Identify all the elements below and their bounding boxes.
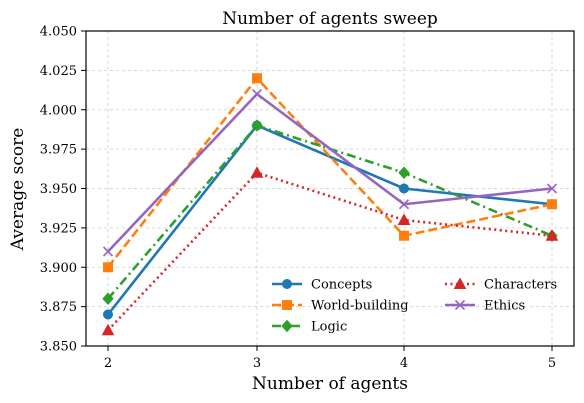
data-point-concepts — [103, 309, 113, 320]
legend-item-world-building: World-building — [272, 299, 409, 314]
legend-marker — [453, 277, 467, 289]
y-axis-label: Average score — [8, 128, 28, 252]
legend-label: Concepts — [311, 278, 372, 293]
legend-item-logic: Logic — [272, 320, 347, 335]
y-tick-label: 4.050 — [40, 25, 77, 40]
x-axis: 2 3 4 5 — [104, 346, 556, 371]
legend-label: Characters — [484, 278, 557, 293]
data-point-characters — [545, 229, 559, 241]
y-tick-label: 4.025 — [40, 64, 77, 79]
x-tick-label: 5 — [548, 356, 556, 371]
y-tick-label: 3.850 — [40, 340, 77, 355]
data-point-characters — [101, 323, 115, 336]
legend-item-concepts: Concepts — [272, 278, 372, 293]
data-point-logic — [102, 292, 114, 305]
x-tick-label: 4 — [400, 356, 408, 371]
y-tick-label: 3.900 — [40, 261, 77, 276]
series-line-logic — [107, 124, 553, 300]
legend-label: Ethics — [484, 299, 525, 314]
legend-label: World-building — [311, 299, 409, 314]
data-point-concepts — [399, 183, 409, 194]
legend-marker — [282, 300, 292, 310]
data-point-ethics — [251, 88, 263, 100]
y-tick-label: 3.925 — [40, 221, 77, 236]
data-point-ethics — [398, 199, 410, 210]
data-point-world-building — [103, 262, 113, 273]
series-line-ethics — [107, 92, 553, 253]
chart-title: Number of agents sweep — [222, 9, 438, 29]
legend-label: Logic — [311, 320, 347, 335]
data-point-logic — [251, 119, 263, 132]
data-point-world-building — [547, 199, 557, 210]
series-layer — [101, 73, 559, 336]
y-tick-label: 3.975 — [40, 143, 77, 158]
series-ethics — [102, 88, 558, 257]
series-line-world-building — [106, 76, 553, 269]
series-world-building — [103, 73, 557, 273]
legend-marker — [282, 279, 292, 289]
series-characters — [101, 166, 559, 336]
data-point-world-building — [252, 73, 262, 84]
data-point-characters — [250, 166, 264, 178]
y-tick-label: 3.875 — [40, 300, 77, 315]
x-tick-label: 3 — [253, 356, 261, 371]
data-point-ethics — [102, 246, 114, 257]
legend-item-characters: Characters — [445, 277, 557, 293]
legend-marker — [454, 299, 466, 311]
y-axis: 3.850 3.875 3.900 3.925 3.950 3.975 4.000 4.025… — [40, 25, 86, 355]
data-point-characters — [397, 213, 411, 225]
x-axis-label: Number of agents — [252, 374, 408, 394]
legend-marker — [281, 319, 293, 333]
data-point-logic — [398, 166, 410, 179]
legend: Concepts World-building Logic Characters Eth… — [272, 277, 557, 335]
x-tick-label: 2 — [104, 356, 112, 371]
series-line-characters — [107, 171, 553, 332]
data-point-ethics — [546, 183, 558, 194]
data-point-world-building — [399, 230, 409, 241]
y-tick-label: 3.950 — [40, 182, 77, 197]
y-tick-label: 4.000 — [40, 103, 77, 118]
legend-item-ethics: Ethics — [445, 299, 525, 314]
